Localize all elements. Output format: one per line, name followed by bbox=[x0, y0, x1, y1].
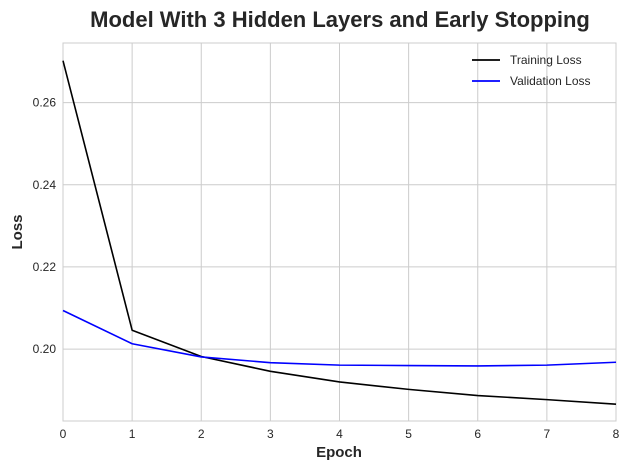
x-tick-label: 0 bbox=[60, 427, 67, 441]
grid bbox=[62, 43, 617, 421]
x-axis-label: Epoch bbox=[316, 444, 362, 461]
x-tick-label: 8 bbox=[613, 427, 620, 441]
y-tick-label: 0.22 bbox=[33, 260, 57, 274]
y-tick-labels: 0.20 0.22 0.24 0.26 bbox=[33, 96, 57, 357]
legend: Training Loss Validation Loss bbox=[472, 53, 591, 88]
x-tick-label: 7 bbox=[544, 427, 551, 441]
series-layer bbox=[62, 60, 617, 405]
plot-area-border bbox=[62, 42, 617, 422]
x-tick-label: 6 bbox=[474, 427, 481, 441]
legend-label: Validation Loss bbox=[510, 74, 591, 88]
y-tick-label: 0.20 bbox=[33, 342, 57, 356]
x-tick-label: 4 bbox=[336, 427, 343, 441]
x-tick-labels: 0 1 2 3 4 5 6 7 8 bbox=[60, 427, 620, 441]
x-tick-label: 1 bbox=[129, 427, 136, 441]
y-axis-label: Loss bbox=[9, 214, 26, 249]
chart-title: Model With 3 Hidden Layers and Early Sto… bbox=[90, 7, 590, 32]
legend-label: Training Loss bbox=[510, 53, 582, 67]
y-tick-label: 0.24 bbox=[33, 178, 57, 192]
x-tick-label: 2 bbox=[198, 427, 205, 441]
x-tick-label: 5 bbox=[405, 427, 412, 441]
x-tick-label: 3 bbox=[267, 427, 274, 441]
y-tick-label: 0.26 bbox=[33, 96, 57, 110]
